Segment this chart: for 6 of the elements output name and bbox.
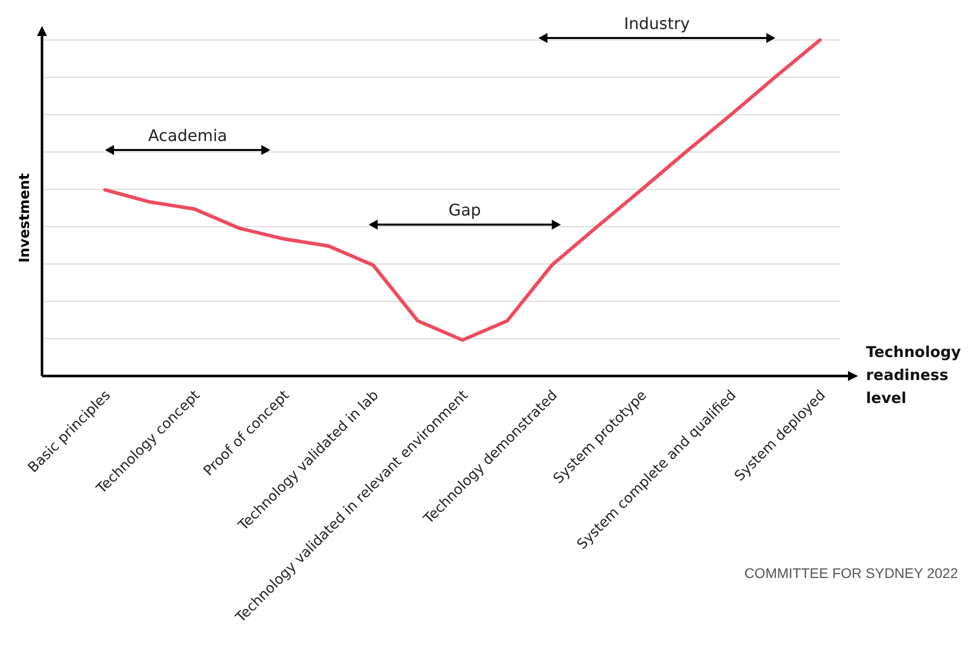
y-axis-title: Investment	[17, 172, 33, 263]
text: Industry	[624, 14, 690, 33]
text: COMMITTEE FOR SYDNEY 2022	[744, 565, 958, 581]
annotation: Gap	[448, 200, 481, 220]
annotation: Academia	[148, 126, 228, 145]
x-axis-title: Technology readiness level	[866, 343, 962, 407]
